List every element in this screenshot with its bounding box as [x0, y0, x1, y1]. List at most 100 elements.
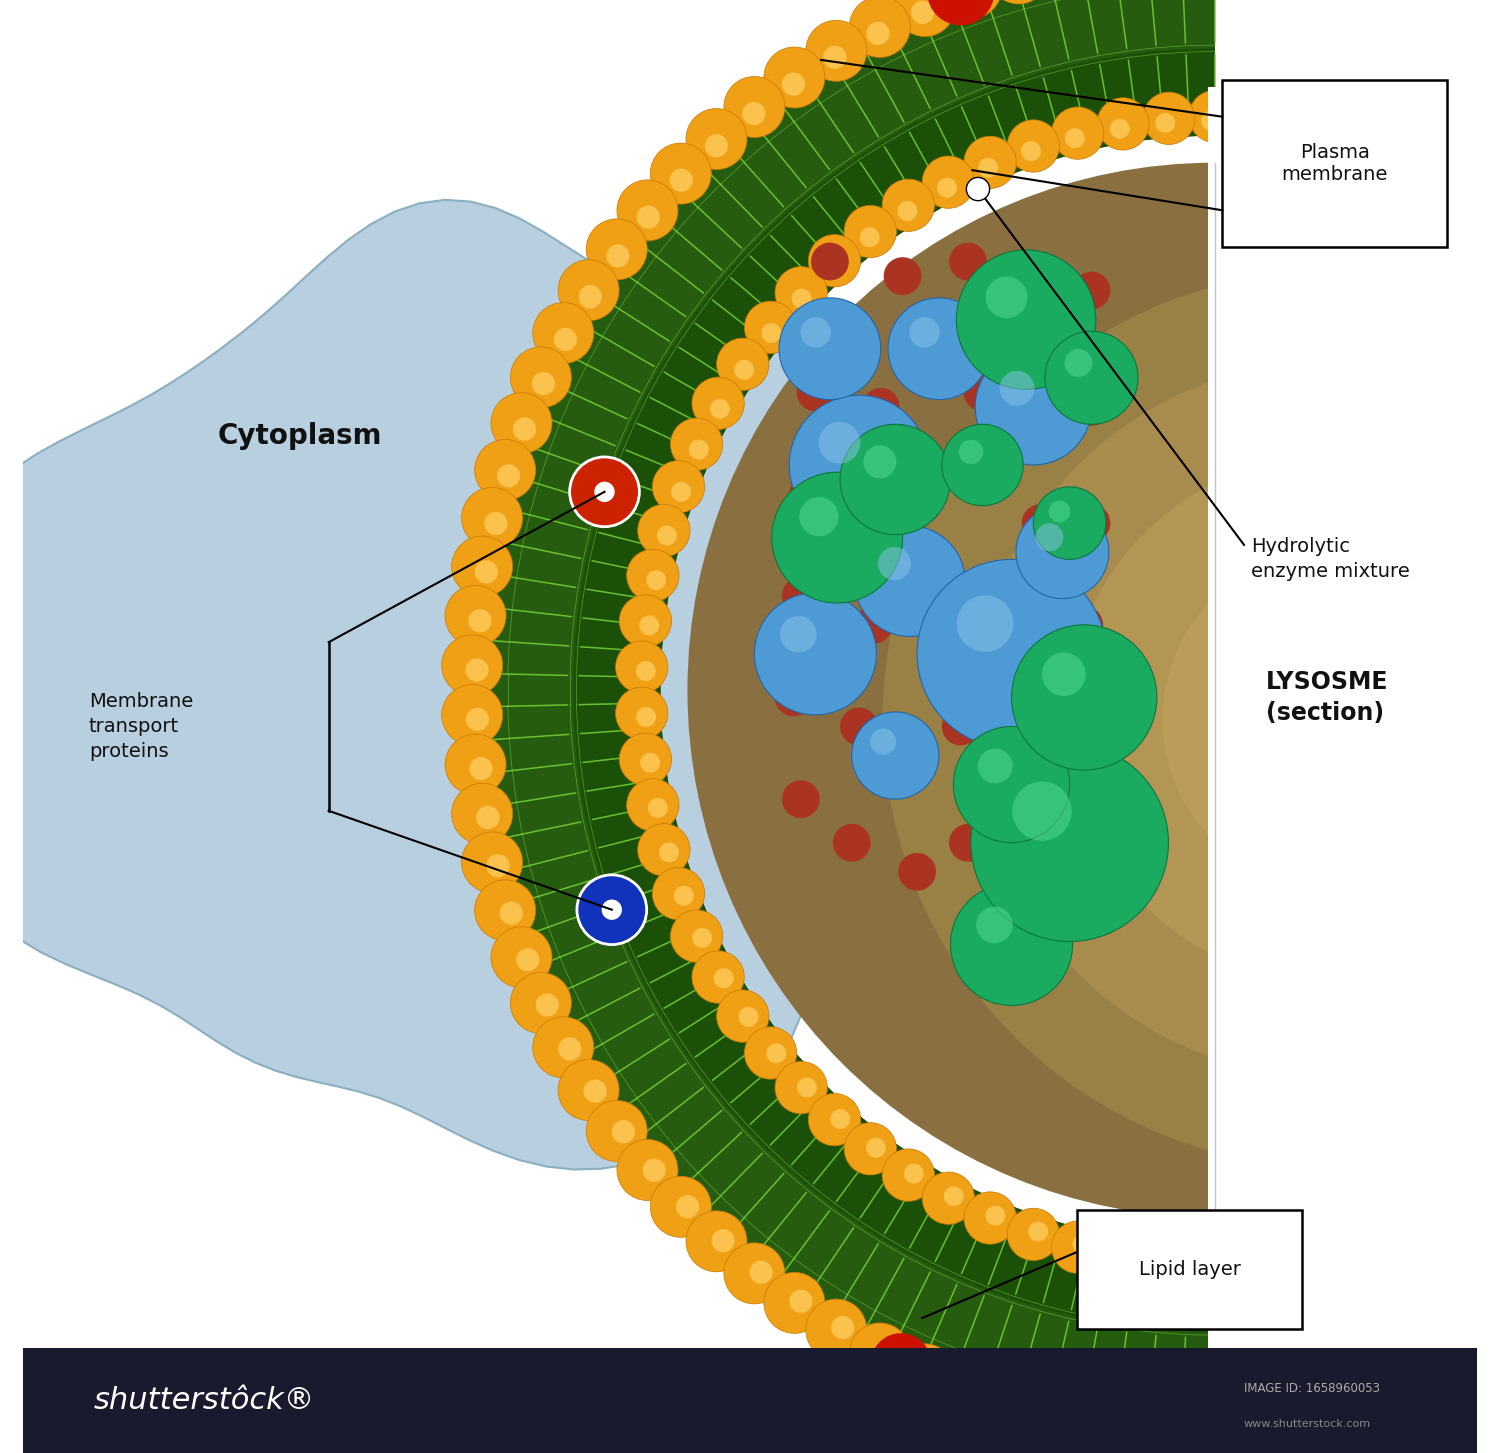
Circle shape	[532, 372, 555, 395]
Circle shape	[513, 417, 535, 440]
Circle shape	[1155, 113, 1174, 132]
Circle shape	[975, 349, 1092, 465]
Circle shape	[978, 158, 998, 177]
Circle shape	[844, 1123, 897, 1175]
Circle shape	[476, 806, 500, 830]
Circle shape	[888, 298, 990, 400]
Circle shape	[536, 994, 560, 1017]
Circle shape	[825, 257, 844, 276]
Circle shape	[1035, 523, 1064, 551]
Circle shape	[627, 779, 680, 831]
Circle shape	[909, 317, 940, 347]
Circle shape	[874, 1340, 897, 1363]
Circle shape	[1034, 487, 1106, 559]
Circle shape	[1016, 506, 1108, 599]
Circle shape	[774, 679, 813, 716]
Circle shape	[724, 77, 784, 138]
Circle shape	[796, 1078, 818, 1097]
Circle shape	[490, 392, 552, 453]
Circle shape	[957, 250, 1096, 389]
Bar	[1077, 1210, 1302, 1329]
Circle shape	[782, 780, 819, 818]
Circle shape	[867, 22, 889, 45]
Circle shape	[1042, 652, 1086, 696]
Wedge shape	[1068, 455, 1377, 984]
Circle shape	[594, 481, 615, 501]
Circle shape	[651, 1177, 711, 1238]
Circle shape	[446, 586, 506, 647]
Circle shape	[686, 1210, 747, 1271]
Circle shape	[688, 440, 708, 459]
Circle shape	[963, 373, 1002, 411]
Circle shape	[486, 854, 510, 878]
Text: LYSOSME
(section): LYSOSME (section)	[1266, 670, 1389, 725]
Circle shape	[833, 824, 870, 862]
Circle shape	[808, 234, 861, 286]
Circle shape	[584, 1080, 608, 1103]
Circle shape	[782, 577, 819, 615]
Circle shape	[944, 1186, 963, 1206]
Text: Hydrolytic
enzyme mixture: Hydrolytic enzyme mixture	[1251, 538, 1410, 581]
Circle shape	[1110, 119, 1130, 138]
Bar	[1208, 87, 1500, 1366]
Circle shape	[812, 243, 849, 280]
Circle shape	[692, 928, 712, 947]
Circle shape	[957, 0, 980, 6]
Circle shape	[657, 526, 676, 545]
Circle shape	[711, 1229, 735, 1252]
Circle shape	[776, 266, 828, 318]
Circle shape	[1072, 1234, 1092, 1254]
Circle shape	[1029, 1222, 1048, 1241]
Circle shape	[579, 285, 602, 308]
Circle shape	[586, 219, 646, 280]
Text: Lipid layer: Lipid layer	[1138, 1260, 1240, 1280]
Circle shape	[612, 1120, 634, 1144]
Wedge shape	[972, 360, 1394, 1078]
Circle shape	[1011, 625, 1156, 770]
Circle shape	[642, 1158, 666, 1181]
Circle shape	[855, 526, 964, 636]
Circle shape	[446, 734, 506, 795]
Circle shape	[638, 824, 690, 876]
Circle shape	[942, 606, 980, 644]
Circle shape	[819, 421, 861, 464]
Circle shape	[792, 289, 812, 308]
Circle shape	[849, 0, 910, 58]
Circle shape	[776, 1062, 828, 1114]
Circle shape	[1110, 1411, 1132, 1434]
Circle shape	[1060, 1404, 1084, 1425]
Circle shape	[920, 1360, 942, 1383]
Circle shape	[554, 328, 578, 352]
Circle shape	[462, 833, 522, 894]
Circle shape	[606, 244, 630, 267]
Circle shape	[927, 0, 994, 25]
Circle shape	[1022, 504, 1059, 542]
Circle shape	[670, 482, 692, 501]
Circle shape	[1072, 272, 1110, 309]
Circle shape	[646, 570, 666, 590]
Circle shape	[1136, 1401, 1196, 1453]
Circle shape	[976, 907, 1012, 943]
Circle shape	[782, 73, 806, 96]
Circle shape	[676, 1194, 699, 1218]
Circle shape	[468, 609, 492, 632]
Circle shape	[465, 658, 489, 681]
Circle shape	[764, 46, 825, 108]
Wedge shape	[486, 0, 1215, 1420]
Circle shape	[954, 726, 1070, 843]
Circle shape	[462, 487, 522, 548]
Circle shape	[465, 708, 489, 731]
Circle shape	[778, 298, 880, 400]
Circle shape	[640, 753, 660, 773]
Circle shape	[532, 1017, 594, 1078]
Circle shape	[692, 378, 744, 430]
Circle shape	[717, 989, 770, 1042]
Text: IMAGE ID: 1658960053: IMAGE ID: 1658960053	[1244, 1382, 1380, 1395]
Circle shape	[1190, 90, 1240, 142]
Circle shape	[940, 1361, 1002, 1422]
Circle shape	[852, 712, 939, 799]
Circle shape	[1036, 417, 1074, 455]
Circle shape	[616, 1139, 678, 1200]
Circle shape	[651, 142, 711, 203]
Circle shape	[602, 899, 622, 920]
